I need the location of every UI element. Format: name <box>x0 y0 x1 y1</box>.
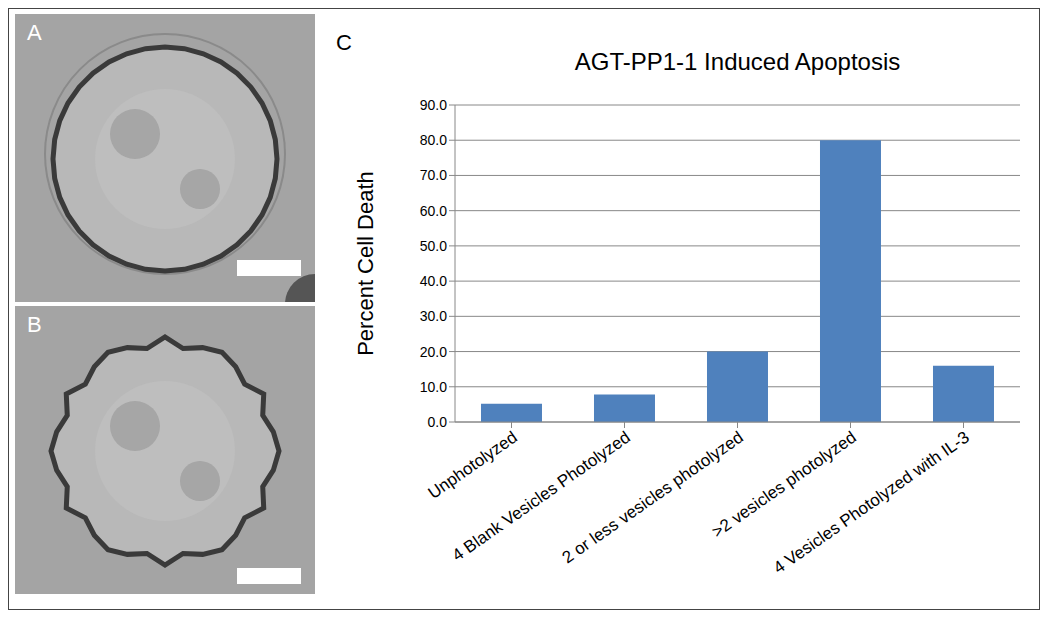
svg-text:4 Blank Vesicles Photolyzed: 4 Blank Vesicles Photolyzed <box>449 428 634 566</box>
svg-text:70.0: 70.0 <box>420 167 447 183</box>
html-text:B: B <box>27 312 42 337</box>
svg-text:2 or less vesicles photolyzed: 2 or less vesicles photolyzed <box>559 428 747 568</box>
svg-text:50.0: 50.0 <box>420 238 447 254</box>
html-text:AGT-PP1-1 Induced Apoptosis: AGT-PP1-1 Induced Apoptosis <box>574 48 901 75</box>
svg-text:>2 vesicles photolyzed: >2 vesicles photolyzed <box>708 427 860 542</box>
html-text:A: A <box>27 20 42 45</box>
svg-text:40.0: 40.0 <box>420 273 447 289</box>
svg-text:60.0: 60.0 <box>420 203 447 219</box>
svg-text:90.0: 90.0 <box>420 97 447 113</box>
svg-text:10.0: 10.0 <box>420 379 447 395</box>
svg-text:Percent Cell Death: Percent Cell Death <box>353 171 378 356</box>
svg-text:Unphotolyzed: Unphotolyzed <box>425 428 521 503</box>
svg-text:30.0: 30.0 <box>420 308 447 324</box>
svg-text:0.0: 0.0 <box>428 414 448 430</box>
svg-text:80.0: 80.0 <box>420 132 447 148</box>
svg-text:4 Vesicles Photolyzed with IL-: 4 Vesicles Photolyzed with IL-3 <box>770 428 973 578</box>
html-text:C: C <box>336 30 352 55</box>
svg-text:20.0: 20.0 <box>420 344 447 360</box>
